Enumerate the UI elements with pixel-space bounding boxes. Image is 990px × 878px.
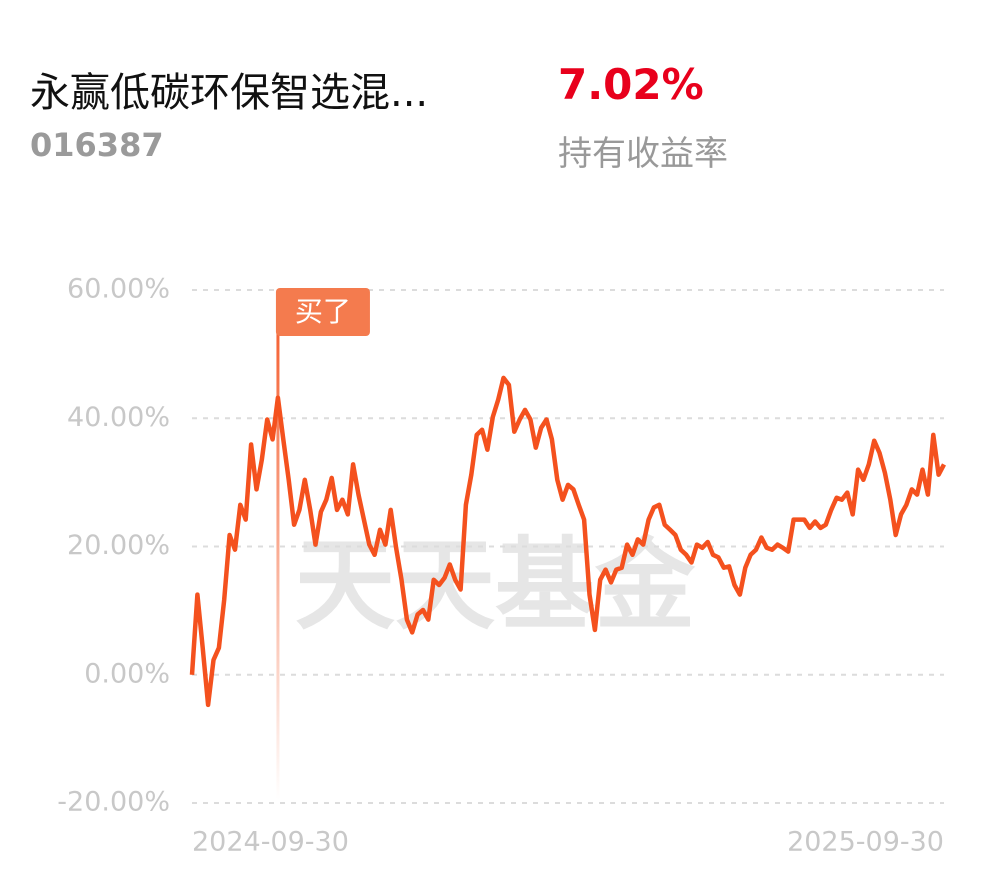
y-tick-label: 20.00% [67, 530, 170, 561]
fund-title[interactable]: 永赢低碳环保智选混... [30, 70, 429, 116]
x-tick-label: 2025-09-30 [787, 827, 944, 858]
y-tick-label: -20.00% [57, 787, 170, 818]
y-tick-label: 60.00% [67, 274, 170, 305]
return-label: 持有收益率 [558, 134, 728, 174]
return-value: 7.02% [558, 60, 704, 109]
price-line [189, 375, 946, 708]
y-tick-label: 40.00% [67, 402, 170, 433]
fund-code: 016387 [30, 126, 164, 164]
buy-line [276, 330, 280, 800]
x-tick-label: 2024-09-30 [192, 827, 349, 858]
buy-label: 买了 [295, 295, 351, 328]
buy-flag [275, 288, 370, 336]
watermark: 天天基金 [295, 526, 696, 643]
y-tick-label: 0.00% [84, 658, 170, 689]
